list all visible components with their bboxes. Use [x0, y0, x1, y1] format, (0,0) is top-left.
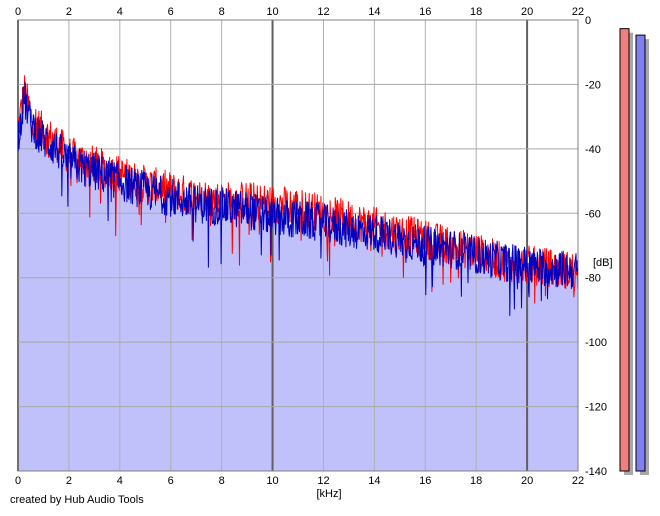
x-tick-label-bottom: 10: [266, 475, 278, 487]
x-tick-label-top: 20: [521, 6, 533, 18]
x-tick-label-bottom: 18: [470, 475, 482, 487]
level-meter-left: [619, 28, 630, 472]
x-tick-label-top: 18: [470, 6, 482, 18]
plot-frame: [17, 19, 579, 472]
y-axis-label: [dB]: [593, 257, 613, 269]
y-tick-label: -40: [585, 144, 601, 156]
x-tick-label-top: 8: [219, 6, 225, 18]
x-axis-label: [kHz]: [316, 488, 341, 500]
y-tick-label: -80: [585, 273, 601, 285]
y-tick-label: 0: [585, 15, 591, 27]
x-tick-label-top: 10: [266, 6, 278, 18]
x-tick-label-top: 16: [419, 6, 431, 18]
x-tick-label-top: 2: [66, 6, 72, 18]
y-tick-label: -120: [585, 402, 607, 414]
x-tick-label-top: 6: [168, 6, 174, 18]
series-right-line: [18, 81, 578, 316]
y-tick-label: -60: [585, 208, 601, 220]
x-tick-label-bottom: 0: [15, 475, 21, 487]
x-tick-label-top: 4: [117, 6, 123, 18]
x-tick-label-bottom: 4: [117, 475, 123, 487]
y-tick-label: -20: [585, 79, 601, 91]
level-meter-right: [635, 34, 646, 472]
credit-text: created by Hub Audio Tools: [10, 494, 144, 506]
x-tick-label-bottom: 12: [317, 475, 329, 487]
x-tick-label-top: 12: [317, 6, 329, 18]
x-tick-label-top: 0: [15, 6, 21, 18]
x-tick-label-bottom: 8: [219, 475, 225, 487]
x-tick-label-bottom: 22: [572, 475, 584, 487]
x-tick-label-bottom: 14: [368, 475, 380, 487]
x-tick-label-bottom: 2: [66, 475, 72, 487]
series-right-fill: [18, 81, 578, 471]
y-tick-label: -140: [585, 466, 607, 478]
x-tick-label-bottom: 16: [419, 475, 431, 487]
x-tick-label-top: 14: [368, 6, 380, 18]
x-tick-label-bottom: 20: [521, 475, 533, 487]
x-tick-label-bottom: 6: [168, 475, 174, 487]
y-tick-label: -100: [585, 337, 607, 349]
x-tick-label-top: 22: [572, 6, 584, 18]
